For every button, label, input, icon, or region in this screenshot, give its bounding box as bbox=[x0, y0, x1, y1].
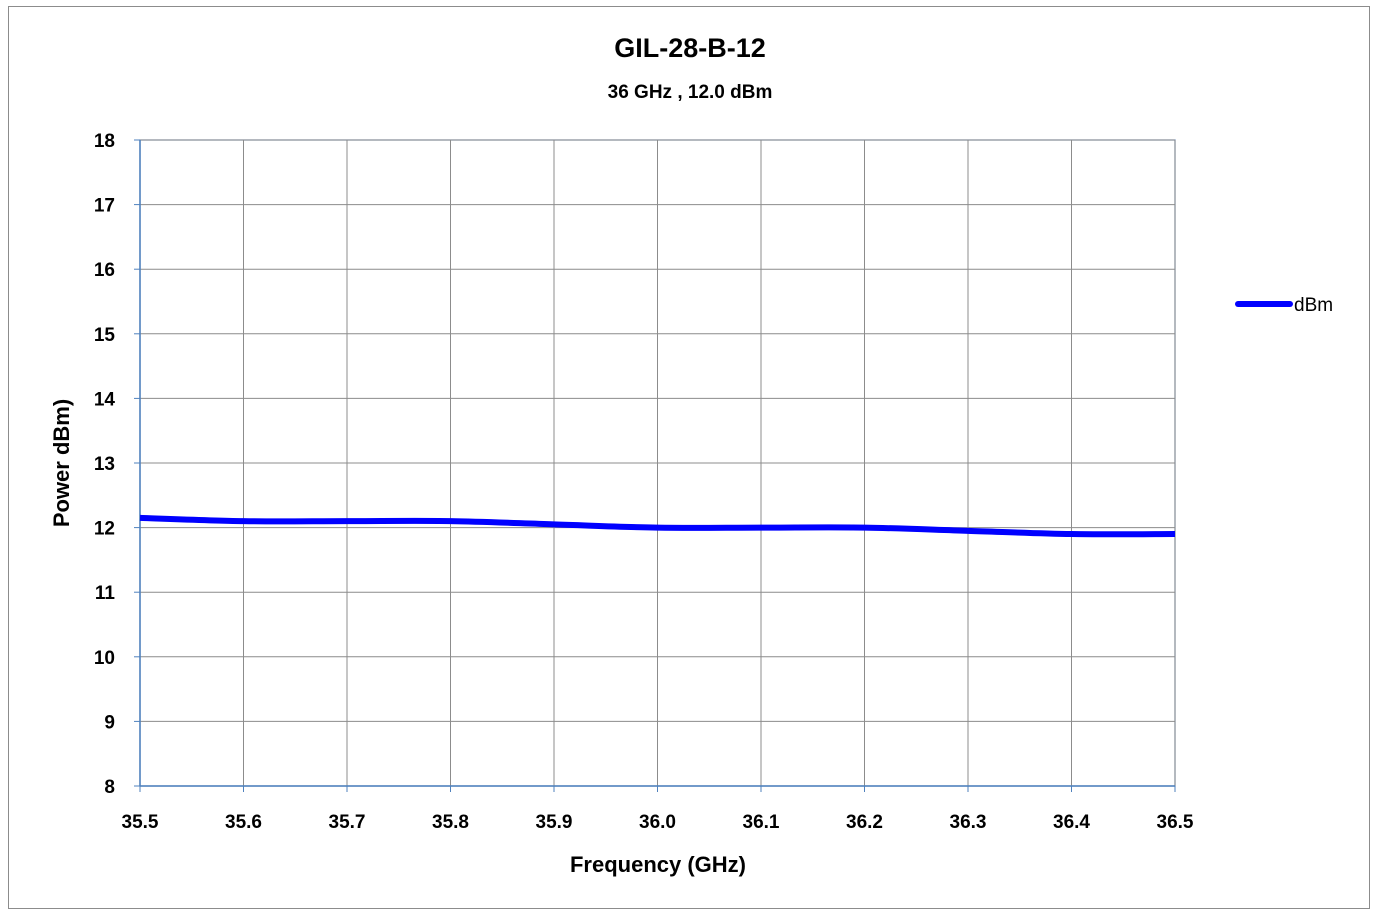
legend-label-dbm: dBm bbox=[1294, 295, 1333, 316]
legend: dBm bbox=[1235, 295, 1333, 316]
x-tick-label: 36.3 bbox=[950, 812, 987, 833]
y-tick-label: 13 bbox=[94, 454, 115, 475]
x-tick-label: 36.4 bbox=[1053, 812, 1090, 833]
x-tick-labels: 35.5 35.6 35.7 35.8 35.9 36.0 36.1 36.2 36.3 36.4… bbox=[122, 812, 1194, 833]
y-tick-label: 8 bbox=[104, 777, 115, 798]
y-tick-label: 10 bbox=[94, 648, 115, 669]
chart-subtitle: 36 GHz , 12.0 dBm bbox=[608, 82, 773, 103]
y-tick-label: 12 bbox=[94, 519, 115, 540]
y-tick-label: 15 bbox=[94, 325, 116, 346]
x-tick-label: 35.7 bbox=[329, 812, 366, 833]
y-tick-labels: 8 9 10 11 12 13 14 15 16 17 18 bbox=[94, 131, 116, 798]
x-tick-label: 35.9 bbox=[536, 812, 573, 833]
y-axis-label: Power dBm) bbox=[49, 399, 74, 527]
x-tick-label: 36.0 bbox=[639, 812, 676, 833]
x-tick-label: 36.1 bbox=[743, 812, 780, 833]
x-tick-label: 36.5 bbox=[1157, 812, 1194, 833]
y-tick-label: 11 bbox=[95, 583, 116, 604]
x-axis-label: Frequency (GHz) bbox=[570, 852, 746, 877]
x-tick-label: 36.2 bbox=[846, 812, 883, 833]
y-tick-label: 14 bbox=[94, 389, 116, 410]
x-tick-label: 35.6 bbox=[225, 812, 262, 833]
plot-grid bbox=[134, 139, 1176, 792]
x-tick-label: 35.5 bbox=[122, 812, 159, 833]
x-tick-label: 35.8 bbox=[432, 812, 469, 833]
y-tick-label: 18 bbox=[94, 131, 115, 152]
chart-title: GIL-28-B-12 bbox=[614, 33, 766, 63]
series-lines bbox=[139, 514, 1176, 538]
chart-frame bbox=[8, 6, 1370, 909]
y-tick-label: 9 bbox=[104, 712, 115, 733]
y-tick-label: 17 bbox=[94, 196, 115, 217]
series-line-dbm bbox=[139, 514, 1176, 538]
y-tick-label: 16 bbox=[94, 260, 115, 281]
